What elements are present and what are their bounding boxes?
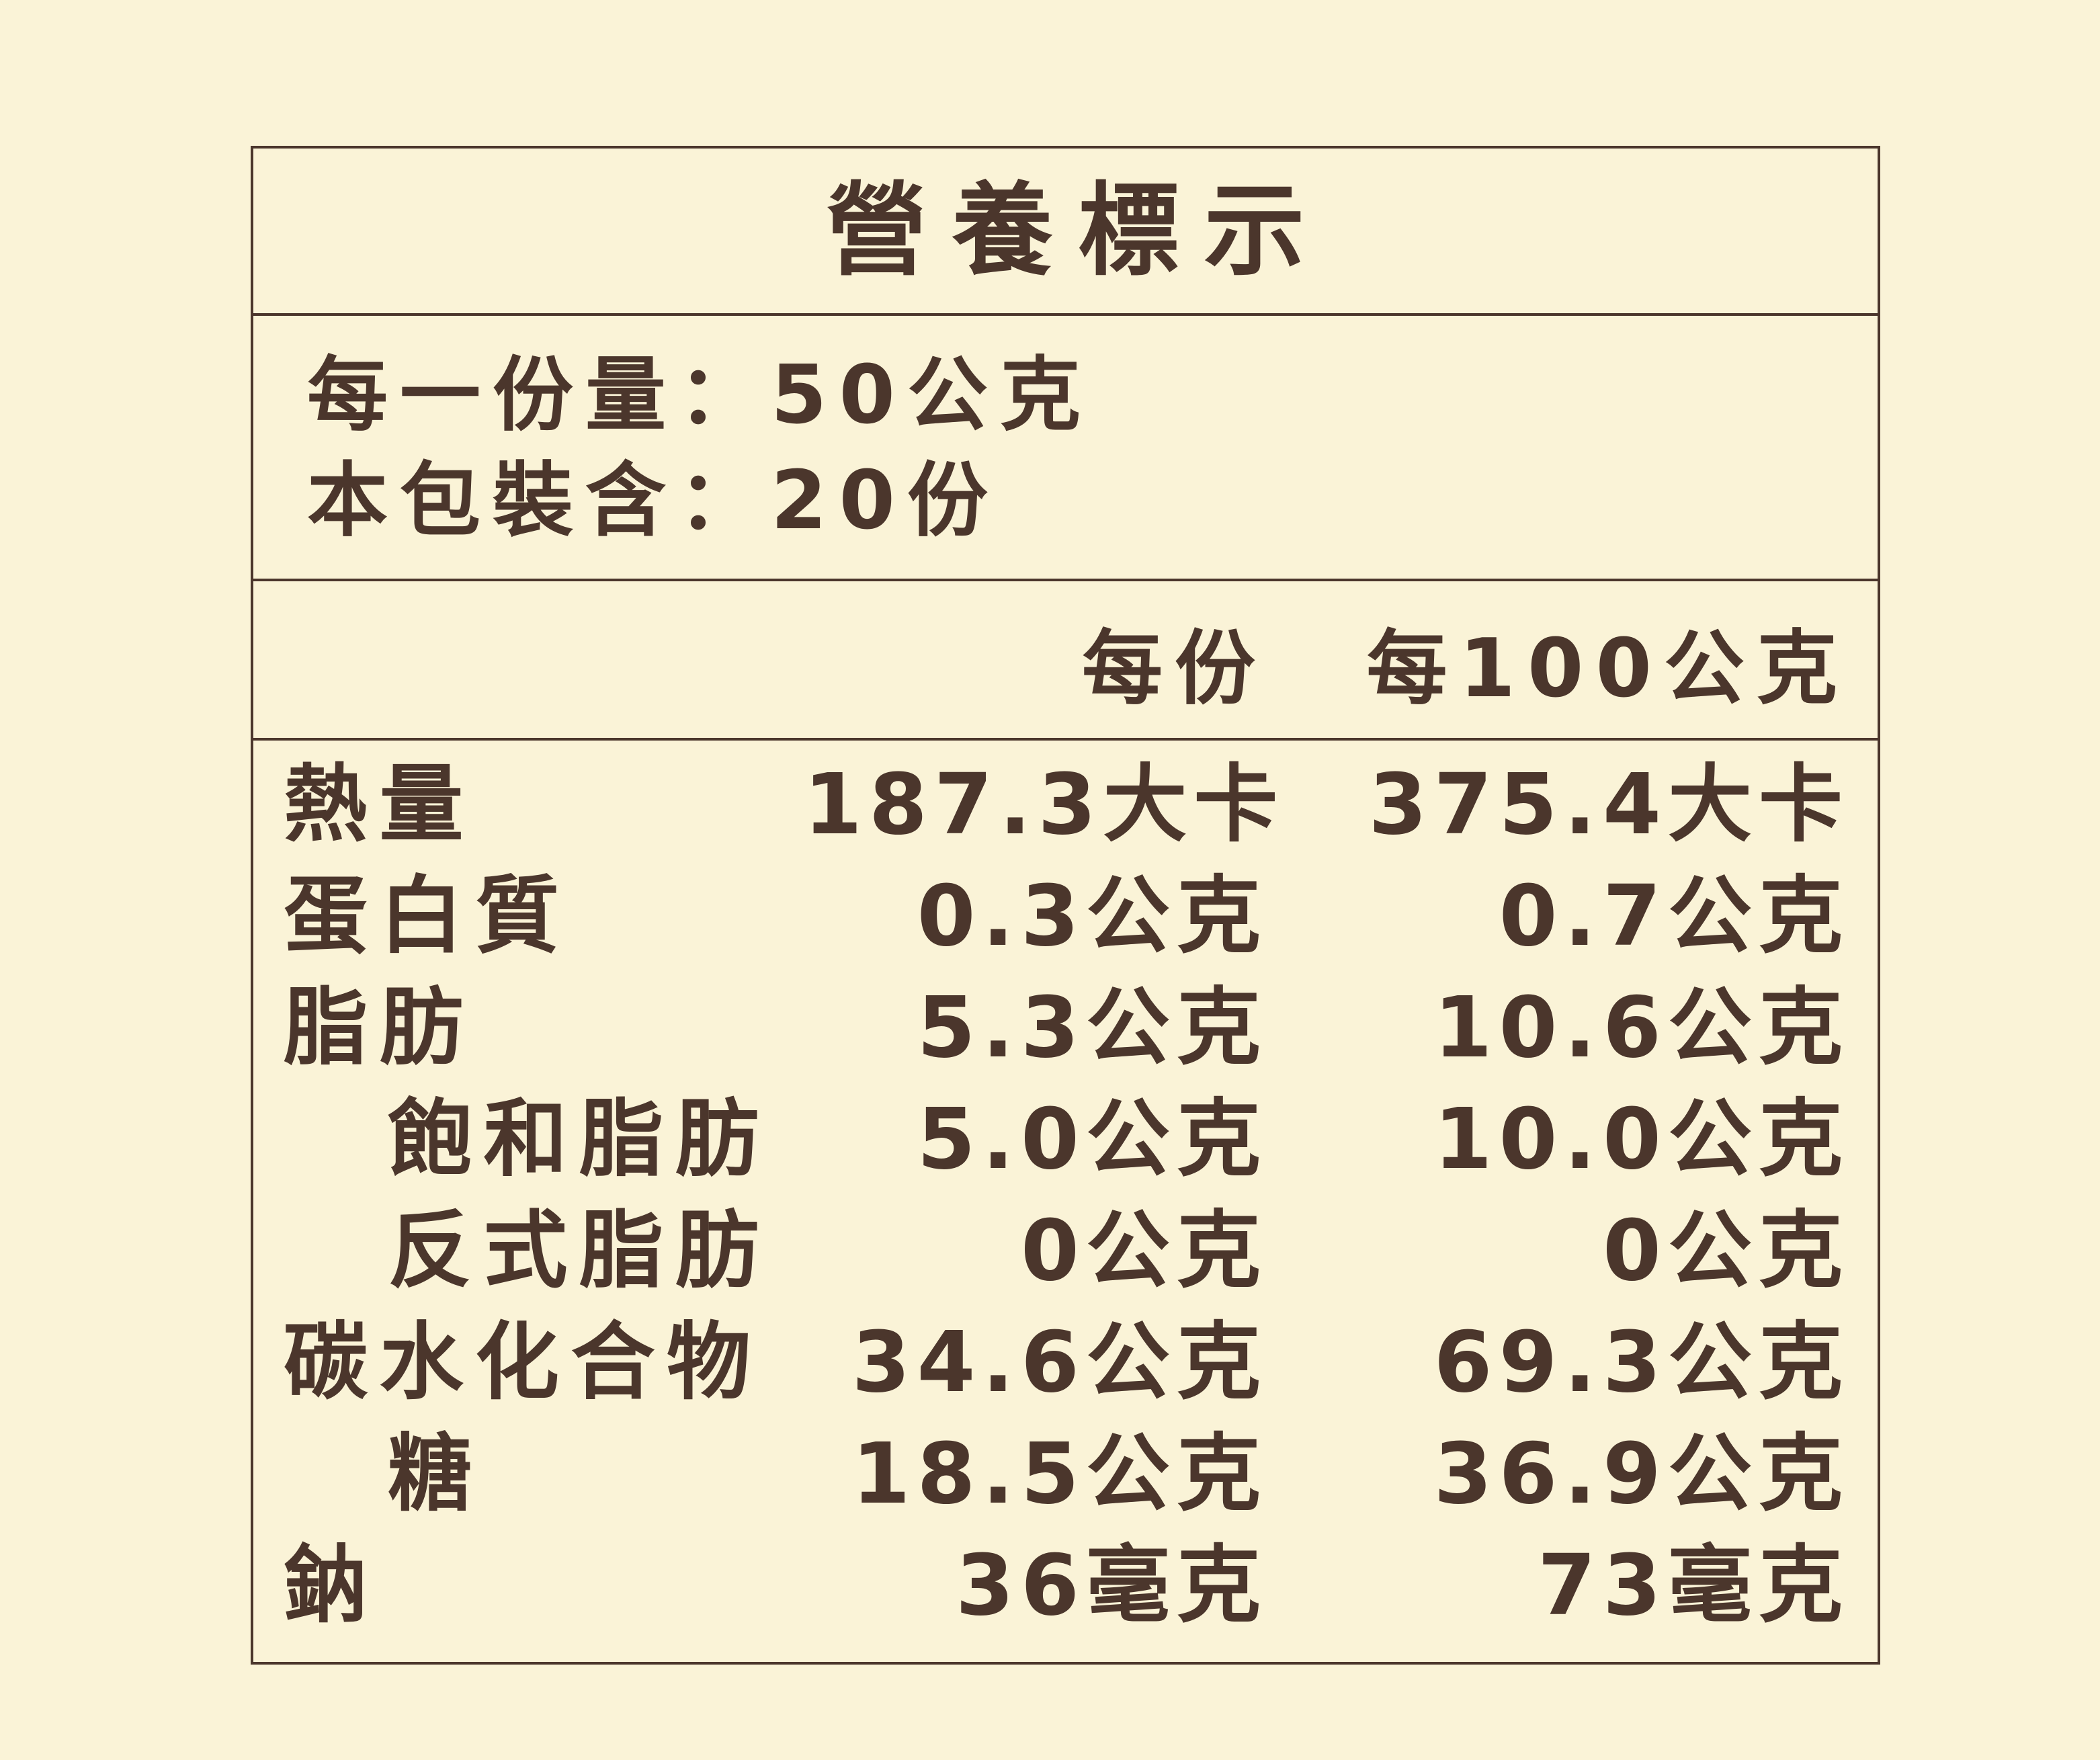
col-header-per-serving: 每份 [1082,622,1267,716]
col-header-per-100g: 每100公克 [1366,622,1849,716]
column-header-row: 每份 每100公克 [253,584,1878,741]
per-serving-value: 18.5公克 [851,1425,1267,1523]
nutrition-table: 每份 每100公克 熱量 187.3大卡 375.4大卡 蛋白質 0.3公克 0… [253,584,1878,1662]
per-serving-value: 36毫克 [956,1536,1267,1634]
per-serving-value: 0.3公克 [917,867,1267,965]
nutrient-row-saturated-fat: 飽和脂肪 5.0公克 10.0公克 [253,1075,1878,1188]
nutrition-label-box: 營養標示 每一份量：50公克 本包裝含：20份 每份 每100公克 熱量 187… [251,146,1880,1665]
serving-info-section: 每一份量：50公克 本包裝含：20份 [253,316,1878,581]
nutrient-row-carbohydrate: 碳水化合物 34.6公克 69.3公克 [253,1298,1878,1411]
title-section: 營養標示 [253,149,1878,316]
nutrient-row-fat: 脂肪 5.3公克 10.6公克 [253,964,1878,1077]
per-serving-value: 0公克 [1021,1202,1267,1300]
per-serving-value: 5.3公克 [917,978,1267,1077]
nutrient-name: 脂肪 [284,978,475,1077]
nutrient-row-protein: 蛋白質 0.3公克 0.7公克 [253,852,1878,965]
nutrient-name: 碳水化合物 [284,1313,763,1411]
nutrient-name: 鈉 [284,1536,380,1634]
label-title: 營養標示 [826,172,1331,290]
per-100g-value: 0公克 [1603,1202,1849,1300]
servings-per-package-line: 本包裝含：20份 [307,454,1000,548]
per-100g-value: 69.3公克 [1433,1313,1849,1411]
per-100g-value: 36.9公克 [1433,1425,1849,1523]
per-100g-value: 10.0公克 [1433,1090,1849,1188]
nutrient-name: 反式脂肪 [388,1202,771,1300]
per-serving-value: 5.0公克 [917,1090,1267,1188]
nutrient-name: 飽和脂肪 [388,1090,771,1188]
nutrient-row-sodium: 鈉 36毫克 73毫克 [253,1521,1878,1634]
nutrient-name: 糖 [388,1425,484,1523]
per-100g-value: 10.6公克 [1433,978,1849,1077]
nutrient-row-calories: 熱量 187.3大卡 375.4大卡 [253,741,1878,853]
serving-size-line: 每一份量：50公克 [307,349,1093,442]
per-100g-value: 375.4大卡 [1368,755,1849,853]
per-100g-value: 73毫克 [1538,1536,1849,1634]
nutrient-name: 蛋白質 [284,867,571,965]
per-serving-value: 187.3大卡 [804,755,1285,853]
per-serving-value: 34.6公克 [851,1313,1267,1411]
nutrient-row-trans-fat: 反式脂肪 0公克 0公克 [253,1187,1878,1300]
per-100g-value: 0.7公克 [1499,867,1849,965]
nutrient-name: 熱量 [284,755,475,853]
nutrient-row-sugar: 糖 18.5公克 36.9公克 [253,1410,1878,1523]
